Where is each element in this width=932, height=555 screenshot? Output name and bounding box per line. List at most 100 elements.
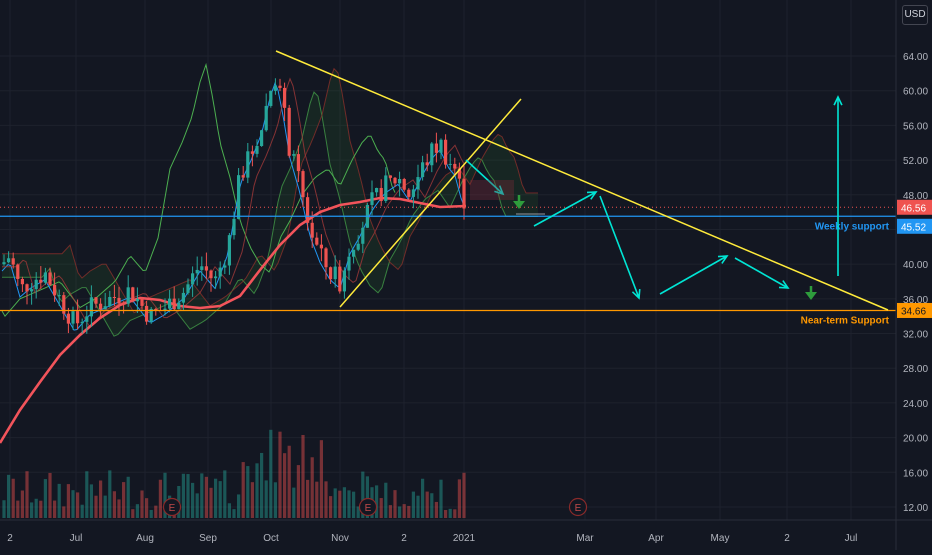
- arrow-head: [494, 185, 505, 196]
- candle-body: [453, 163, 457, 169]
- volume-bar: [237, 494, 241, 518]
- cloud-fill: [2, 68, 538, 337]
- x-tick-label: Nov: [331, 533, 349, 544]
- candle-body: [214, 276, 218, 279]
- candle-body: [393, 177, 397, 184]
- candle-body: [186, 284, 190, 293]
- volume-bar: [57, 483, 61, 518]
- volume-bar: [448, 508, 452, 518]
- candle-body: [407, 189, 411, 197]
- volume-bar: [140, 490, 144, 518]
- candle-body: [108, 296, 112, 307]
- y-tick-label: 20.00: [903, 434, 928, 445]
- candle-body: [200, 266, 204, 270]
- volume-bar: [365, 476, 369, 518]
- volume-bar: [296, 465, 300, 518]
- candle-body: [333, 266, 337, 280]
- projection-arrow-5[interactable]: [734, 257, 789, 289]
- projection-zone: [470, 180, 514, 200]
- volume-bar: [453, 509, 457, 518]
- volume-bar: [416, 495, 420, 518]
- volume-bar: [25, 471, 29, 518]
- volume-bar: [315, 481, 319, 518]
- candle-body: [462, 178, 466, 209]
- volume-bar: [232, 509, 236, 518]
- candle-body: [2, 262, 6, 265]
- earnings-marker[interactable]: [162, 497, 182, 517]
- candle-body: [356, 243, 360, 250]
- candle-body: [25, 284, 29, 292]
- volume-bar: [186, 474, 190, 518]
- candle-body: [370, 192, 374, 205]
- candle-body: [43, 272, 47, 283]
- volume-bar: [154, 505, 158, 518]
- volume-bar: [43, 479, 47, 518]
- volume-bar: [310, 457, 314, 518]
- volume-bar: [2, 500, 6, 518]
- candle-body: [402, 179, 406, 190]
- volume-bar: [66, 484, 70, 518]
- projection-arrow-2[interactable]: [533, 191, 597, 227]
- volume-bar: [338, 490, 342, 518]
- descending-trendline[interactable]: [275, 50, 889, 311]
- ascending-trendline[interactable]: [339, 98, 522, 308]
- y-tick-label: 48.00: [903, 191, 928, 202]
- volume-bar: [34, 498, 38, 518]
- volume-bar: [11, 478, 15, 518]
- candle-body: [154, 308, 158, 311]
- candle-body: [149, 308, 153, 322]
- candle-body: [306, 197, 310, 223]
- x-tick-label: Jul: [70, 533, 83, 544]
- candle-body: [191, 273, 195, 285]
- candle-body: [384, 175, 388, 202]
- candle-body: [398, 179, 402, 184]
- arrow-head: [778, 280, 790, 289]
- candle-body: [66, 313, 70, 324]
- price-badges: 46.56 45.52 34.66: [897, 199, 932, 318]
- volume-bar: [347, 490, 351, 518]
- volume-bar: [287, 445, 291, 518]
- volume-bar: [94, 495, 98, 518]
- volume-bar: [108, 470, 112, 518]
- y-tick-label: 32.00: [903, 330, 928, 341]
- base-line: [2, 77, 465, 327]
- volume-bar: [99, 480, 103, 518]
- x-tick-label: 2021: [453, 533, 476, 544]
- volume-bar: [163, 472, 167, 518]
- volume-bar: [411, 491, 415, 518]
- candle-body: [315, 237, 319, 245]
- volume-bar: [388, 505, 392, 518]
- volume-bar: [53, 500, 57, 518]
- volume-bar: [246, 466, 250, 518]
- x-tick-label: 2: [784, 533, 790, 544]
- candle-body: [269, 90, 273, 106]
- volume-bar: [306, 479, 310, 518]
- x-tick-label: Aug: [136, 533, 154, 544]
- volume-bar: [379, 498, 383, 518]
- volume-bar: [241, 462, 245, 518]
- projection-arrow-3[interactable]: [599, 195, 640, 299]
- time-axis: 2 Jul Aug Sep Oct Nov 2 2021 Mar Apr May 2 Jul: [7, 533, 857, 544]
- volume-bar: [227, 503, 231, 518]
- candle-body: [181, 292, 185, 303]
- candle-body: [204, 266, 208, 271]
- candle-body: [329, 267, 333, 280]
- earnings-marker[interactable]: [358, 497, 378, 517]
- volume-bar: [260, 452, 264, 518]
- candle-body: [342, 270, 346, 292]
- candle-body: [352, 249, 356, 257]
- volume-bar: [457, 479, 461, 518]
- projection-arrow-4[interactable]: [659, 255, 728, 295]
- projection-arrow-1[interactable]: [465, 159, 504, 195]
- candle-body: [361, 227, 365, 244]
- candle-body: [195, 269, 199, 274]
- volume-bar: [20, 490, 24, 518]
- candle-body: [310, 222, 314, 238]
- currency-button[interactable]: USD: [902, 5, 928, 25]
- triangle-base: [340, 307, 888, 310]
- candle-body: [85, 316, 89, 322]
- earnings-marker[interactable]: [568, 497, 588, 517]
